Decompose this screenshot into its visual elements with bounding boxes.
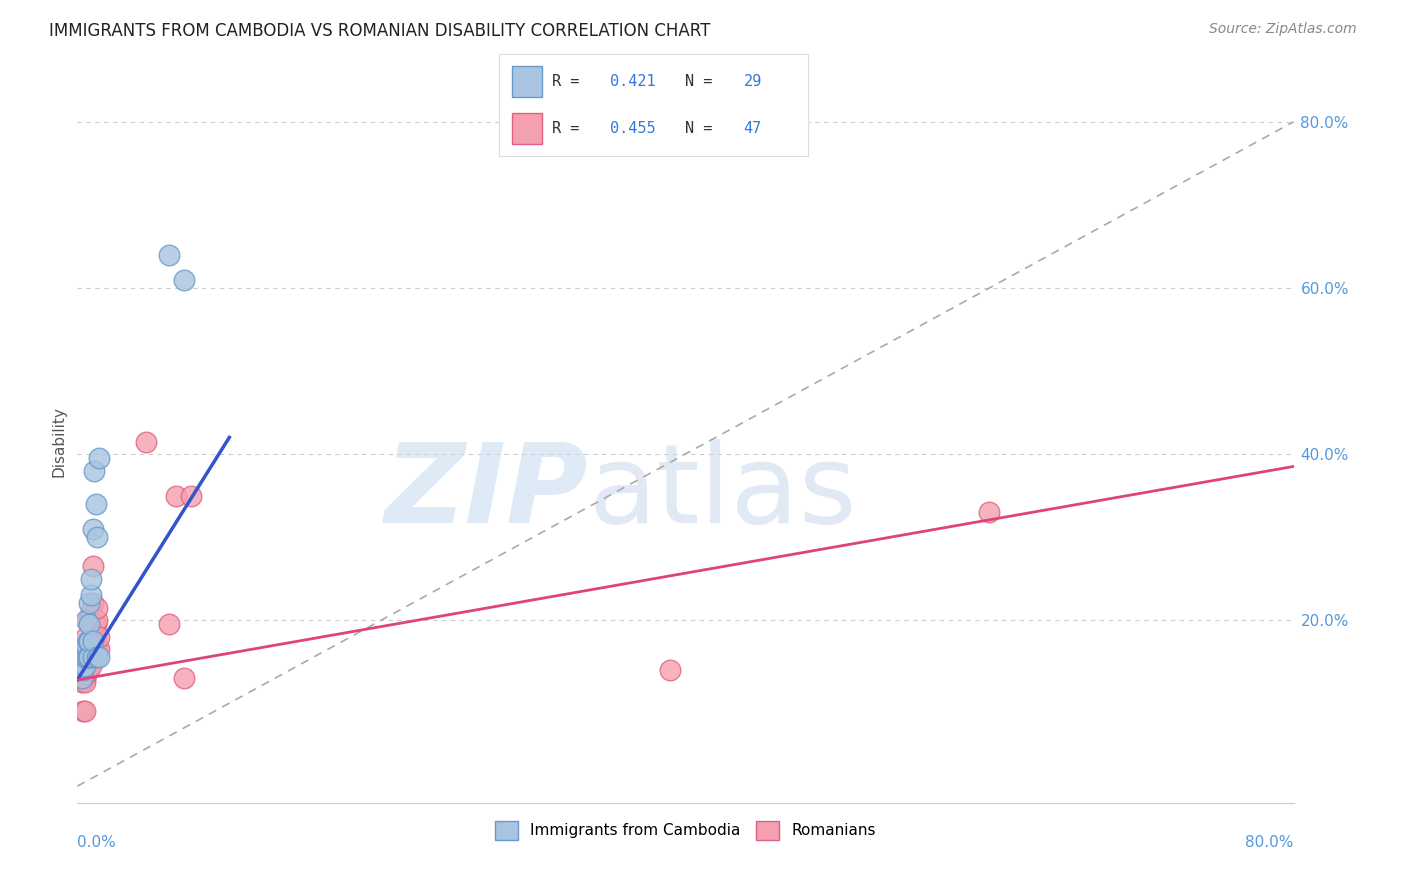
- Point: [70, 675, 93, 690]
- Text: N =: N =: [685, 74, 721, 88]
- Point: [86, 613, 108, 627]
- Point: [79, 633, 101, 648]
- Point: [83, 464, 105, 478]
- Point: [75, 667, 97, 681]
- Point: [180, 489, 202, 503]
- Text: 29: 29: [744, 74, 762, 88]
- Point: [80, 642, 103, 657]
- Point: [72, 663, 94, 677]
- Point: [87, 630, 110, 644]
- Point: [73, 671, 96, 685]
- Bar: [512, 113, 543, 144]
- Point: [77, 633, 100, 648]
- Point: [87, 451, 110, 466]
- Text: 0.455: 0.455: [610, 121, 657, 136]
- Point: [80, 658, 103, 673]
- Point: [173, 272, 195, 286]
- Point: [72, 705, 94, 719]
- Point: [86, 642, 108, 657]
- Point: [87, 650, 110, 665]
- Text: Source: ZipAtlas.com: Source: ZipAtlas.com: [1209, 22, 1357, 37]
- Point: [77, 650, 100, 665]
- Point: [75, 613, 97, 627]
- Text: atlas: atlas: [588, 439, 856, 546]
- Point: [659, 663, 682, 677]
- Point: [86, 650, 108, 665]
- Point: [135, 434, 157, 449]
- Point: [83, 642, 105, 657]
- Point: [73, 675, 96, 690]
- Point: [82, 559, 104, 574]
- Point: [75, 650, 97, 665]
- Point: [75, 638, 97, 652]
- Point: [70, 671, 93, 685]
- Point: [979, 505, 1001, 519]
- Point: [87, 642, 110, 657]
- Text: R =: R =: [551, 74, 588, 88]
- Point: [80, 605, 103, 619]
- Point: [75, 630, 97, 644]
- Point: [72, 650, 94, 665]
- Point: [84, 633, 107, 648]
- Point: [79, 650, 101, 665]
- Text: R =: R =: [551, 121, 588, 136]
- Point: [73, 658, 96, 673]
- Point: [73, 650, 96, 665]
- Point: [72, 655, 94, 669]
- Point: [82, 650, 104, 665]
- Point: [77, 642, 100, 657]
- Point: [77, 613, 100, 627]
- Point: [84, 646, 107, 660]
- Point: [84, 617, 107, 632]
- Point: [86, 600, 108, 615]
- Text: 47: 47: [744, 121, 762, 136]
- Point: [70, 671, 93, 685]
- Point: [75, 658, 97, 673]
- Point: [80, 588, 103, 602]
- Point: [80, 572, 103, 586]
- Point: [79, 633, 101, 648]
- Text: IMMIGRANTS FROM CAMBODIA VS ROMANIAN DISABILITY CORRELATION CHART: IMMIGRANTS FROM CAMBODIA VS ROMANIAN DIS…: [49, 22, 710, 40]
- Point: [79, 597, 101, 611]
- Point: [83, 617, 105, 632]
- Text: 0.0%: 0.0%: [77, 835, 117, 850]
- Point: [72, 671, 94, 685]
- Text: ZIP: ZIP: [385, 439, 588, 546]
- Text: 0.421: 0.421: [610, 74, 657, 88]
- Point: [82, 650, 104, 665]
- Point: [73, 663, 96, 677]
- Bar: [512, 66, 543, 96]
- Text: N =: N =: [685, 121, 721, 136]
- Point: [157, 617, 180, 632]
- Point: [70, 658, 93, 673]
- Legend: Immigrants from Cambodia, Romanians: Immigrants from Cambodia, Romanians: [489, 815, 882, 846]
- Point: [84, 497, 107, 511]
- Point: [82, 522, 104, 536]
- Point: [165, 489, 187, 503]
- Point: [73, 642, 96, 657]
- Y-axis label: Disability: Disability: [51, 406, 66, 477]
- Point: [157, 248, 180, 262]
- Point: [82, 633, 104, 648]
- Text: 80.0%: 80.0%: [1246, 835, 1294, 850]
- Point: [77, 663, 100, 677]
- Point: [173, 671, 195, 685]
- Point: [82, 633, 104, 648]
- Point: [75, 646, 97, 660]
- Point: [82, 597, 104, 611]
- Point: [79, 617, 101, 632]
- Point: [73, 705, 96, 719]
- Point: [77, 650, 100, 665]
- Point: [79, 650, 101, 665]
- Point: [72, 663, 94, 677]
- Point: [70, 663, 93, 677]
- Point: [86, 530, 108, 544]
- Point: [80, 613, 103, 627]
- Point: [73, 650, 96, 665]
